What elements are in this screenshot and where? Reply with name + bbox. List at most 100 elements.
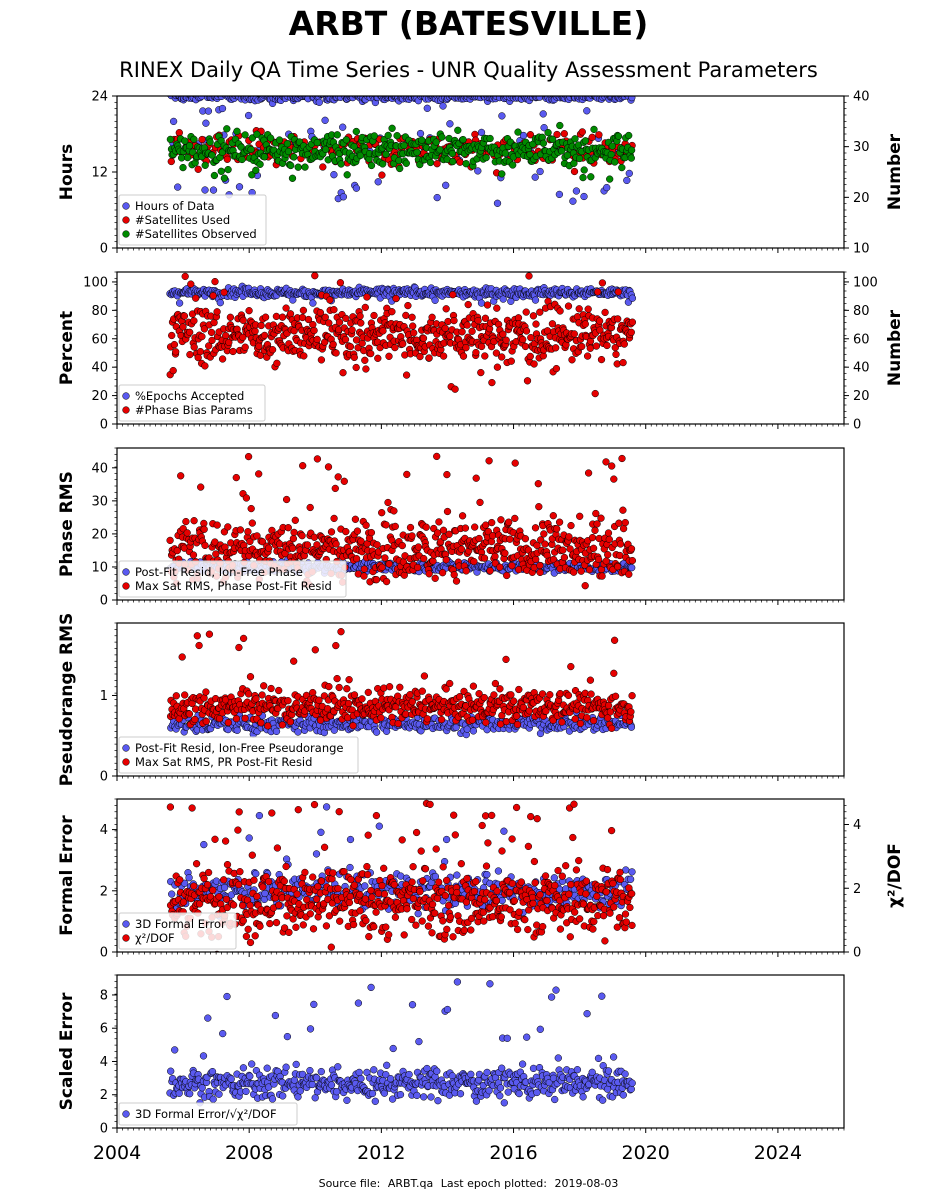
data-point	[284, 697, 292, 705]
data-point	[481, 352, 489, 360]
data-point	[200, 525, 208, 533]
data-point	[522, 308, 530, 316]
data-point	[538, 133, 546, 141]
y-tick-label: 30	[91, 494, 108, 509]
data-point	[236, 526, 245, 534]
data-point	[531, 524, 540, 532]
data-point	[310, 326, 318, 335]
data-point	[498, 112, 506, 120]
data-point	[186, 328, 194, 336]
legend-box	[118, 384, 266, 422]
data-point	[488, 378, 496, 387]
data-point	[403, 470, 411, 479]
data-point	[477, 368, 485, 377]
data-point	[606, 175, 614, 183]
data-point	[324, 463, 333, 471]
data-point	[339, 369, 347, 377]
data-point	[474, 316, 482, 325]
y-tick-label: 24	[91, 90, 108, 105]
data-point	[370, 132, 378, 140]
data-point	[480, 693, 488, 702]
data-point	[255, 342, 263, 350]
data-point	[587, 690, 595, 698]
data-point	[531, 296, 540, 304]
data-point	[367, 349, 375, 358]
data-point	[497, 516, 505, 524]
data-point	[468, 716, 477, 724]
data-point	[452, 96, 456, 97]
data-point	[548, 320, 557, 328]
y-tick-label: 12	[91, 166, 108, 181]
data-point	[319, 163, 327, 171]
data-point	[604, 701, 613, 710]
data-point	[392, 703, 400, 711]
data-point	[611, 692, 620, 700]
data-point	[290, 153, 298, 161]
data-point	[580, 192, 588, 201]
data-point	[206, 138, 214, 146]
data-point	[175, 299, 184, 307]
data-point	[177, 472, 185, 480]
data-point	[581, 320, 589, 328]
legend-box	[118, 560, 347, 598]
data-point	[505, 518, 513, 526]
data-point	[431, 574, 439, 582]
data-point	[205, 630, 214, 638]
data-point	[488, 518, 496, 527]
y-right-tick-label: 0	[853, 418, 861, 433]
data-point	[169, 117, 178, 126]
data-point	[428, 313, 436, 321]
data-point	[449, 291, 457, 299]
data-point	[329, 340, 337, 349]
y-axis-label: Percent	[57, 311, 77, 385]
data-point	[216, 299, 224, 307]
data-point	[209, 186, 218, 194]
data-point	[616, 540, 625, 548]
data-point	[614, 563, 622, 571]
data-point	[187, 280, 195, 288]
data-point	[580, 166, 588, 174]
data-point	[431, 296, 439, 304]
data-point	[283, 140, 292, 148]
legend-label: #Satellites Observed	[135, 227, 257, 241]
data-point	[332, 540, 340, 548]
data-point	[576, 719, 585, 728]
data-point	[402, 710, 410, 718]
data-point	[570, 568, 578, 576]
data-point	[549, 135, 557, 143]
data-point	[326, 296, 334, 304]
data-point	[350, 691, 359, 699]
data-point	[586, 344, 594, 352]
data-point	[342, 527, 350, 536]
data-point	[521, 342, 530, 351]
data-point	[477, 128, 486, 137]
data-point	[458, 328, 466, 336]
data-point	[519, 335, 527, 344]
data-point	[530, 360, 538, 368]
data-point	[384, 131, 392, 140]
legend-label: Max Sat RMS, Phase Post-Fit Resid	[135, 579, 332, 593]
data-point	[378, 563, 386, 571]
y-tick-label: 0	[100, 594, 108, 609]
data-point	[390, 507, 398, 515]
data-point	[299, 306, 308, 315]
data-point	[330, 514, 338, 523]
data-point	[628, 318, 637, 326]
data-point	[491, 552, 499, 561]
data-point	[454, 126, 462, 134]
y-right-tick-label: 10	[853, 242, 870, 257]
data-point	[589, 716, 598, 725]
legend-label: #Phase Bias Params	[135, 403, 253, 417]
legend-box	[118, 194, 267, 246]
data-point	[362, 521, 370, 529]
data-point	[208, 151, 216, 159]
data-point	[404, 301, 412, 310]
data-point	[400, 141, 408, 150]
data-point	[291, 516, 299, 524]
data-point	[218, 355, 227, 363]
data-point	[603, 183, 611, 192]
data-point	[224, 523, 232, 531]
data-point	[346, 343, 355, 351]
data-point	[211, 538, 219, 546]
data-point	[388, 308, 396, 316]
